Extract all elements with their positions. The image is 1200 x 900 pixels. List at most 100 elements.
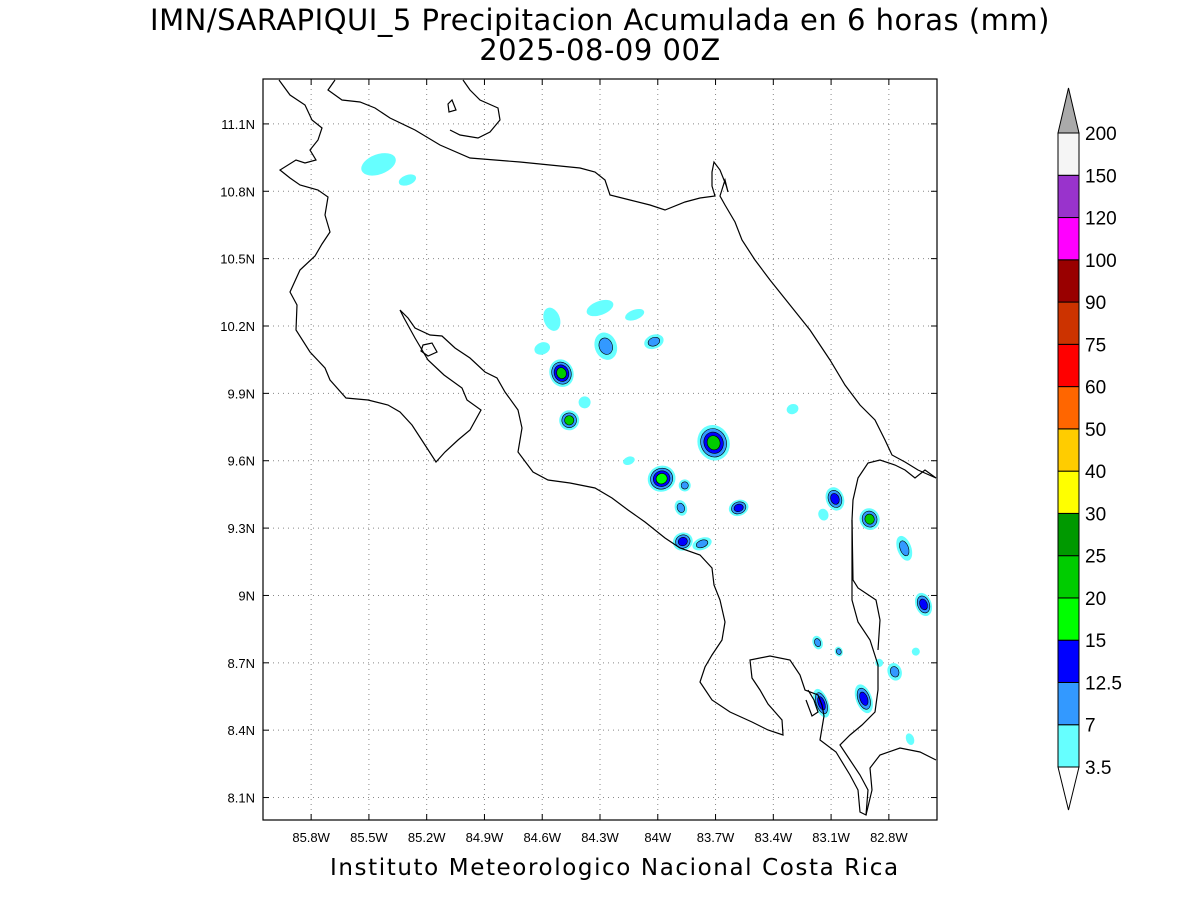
precip-contour bbox=[598, 337, 613, 355]
colorbar-label: 50 bbox=[1085, 420, 1106, 441]
coastline-layer bbox=[278, 79, 937, 816]
precip-contour bbox=[623, 456, 635, 466]
precip-contour bbox=[911, 647, 920, 656]
colorbar-label: 3.5 bbox=[1085, 758, 1111, 779]
colorbar-label: 200 bbox=[1085, 124, 1117, 145]
colorbar-label: 100 bbox=[1085, 251, 1117, 272]
lon-tick-label: 84W bbox=[644, 830, 671, 845]
precipitation-layer bbox=[361, 153, 933, 745]
colorbar-swatch bbox=[1057, 132, 1080, 176]
precip-contour bbox=[625, 308, 645, 321]
map-subtitle-date: 2025-08-09 00Z bbox=[479, 33, 721, 67]
colorbar-label: 25 bbox=[1085, 547, 1106, 568]
lon-tick-label: 84.9W bbox=[466, 830, 504, 845]
colorbar-swatch bbox=[1057, 217, 1080, 261]
colorbar-label: 150 bbox=[1085, 166, 1117, 187]
lon-tick-label: 85.2W bbox=[408, 830, 446, 845]
precip-contour bbox=[733, 503, 744, 513]
north-islet bbox=[447, 98, 457, 113]
precip-contour bbox=[830, 493, 840, 505]
lon-tick-label: 83.7W bbox=[697, 830, 735, 845]
precip-contour bbox=[398, 174, 417, 186]
colorbar-swatch bbox=[1057, 597, 1080, 641]
precip-contour bbox=[676, 502, 685, 513]
precip-contour bbox=[543, 307, 561, 331]
precip-contour bbox=[564, 415, 575, 426]
colorbar-swatch bbox=[1057, 470, 1080, 514]
precip-contour bbox=[361, 153, 396, 176]
institution-credit: Instituto Meteorologico Nacional Costa R… bbox=[330, 855, 900, 881]
precip-contour bbox=[680, 481, 689, 490]
precip-contour bbox=[586, 299, 614, 317]
precip-contour bbox=[814, 638, 822, 647]
axis-ticks: 85.8W 85.5W 85.2W 84.9W 84.6W 84.3W 84W 83.7W 83… bbox=[220, 79, 937, 845]
precip-contour bbox=[836, 648, 842, 655]
lat-tick-label: 9N bbox=[238, 588, 255, 603]
lat-tick-label: 10.8N bbox=[220, 184, 255, 199]
precip-contour bbox=[905, 733, 915, 745]
lon-tick-label: 84.3W bbox=[581, 830, 619, 845]
precip-contour bbox=[556, 367, 567, 379]
lat-tick-label: 11.1N bbox=[221, 117, 255, 132]
lake-shore bbox=[449, 79, 501, 139]
lon-tick-label: 83.1W bbox=[812, 830, 850, 845]
precip-contour bbox=[578, 396, 591, 409]
colorbar-swatch bbox=[1057, 428, 1080, 472]
colorbar-swatch bbox=[1057, 259, 1080, 303]
colorbar-label: 90 bbox=[1085, 293, 1106, 314]
colorbar-swatch bbox=[1057, 174, 1080, 219]
colorbar-swatch bbox=[1057, 512, 1080, 557]
lat-tick-label: 8.1N bbox=[228, 791, 255, 806]
colorbar-label: 60 bbox=[1085, 378, 1106, 399]
lon-tick-label: 85.8W bbox=[292, 830, 330, 845]
colorbar-over-arrow bbox=[1057, 87, 1080, 134]
lon-tick-label: 83.4W bbox=[755, 830, 793, 845]
precip-contour bbox=[677, 537, 688, 547]
precip-contour bbox=[889, 666, 900, 678]
caribbean-coastline bbox=[327, 79, 937, 479]
colorbar-label: 30 bbox=[1085, 504, 1106, 525]
map-title: IMN/SARAPIQUI_5 Precipitacion Acumulada … bbox=[150, 3, 1050, 37]
colorbar-swatch bbox=[1057, 386, 1080, 430]
colorbar-swatch bbox=[1057, 639, 1080, 683]
precip-contour bbox=[919, 598, 928, 611]
colorbar-label: 20 bbox=[1085, 589, 1106, 610]
precip-contour bbox=[534, 342, 551, 355]
precip-contour bbox=[899, 540, 910, 557]
colorbar-under-arrow bbox=[1057, 766, 1080, 811]
colorbar-label: 40 bbox=[1085, 462, 1106, 483]
colorbar: 3.5 7 12.5 15 20 25 30 40 50 60 75 90 100 120 150 200 bbox=[1057, 87, 1122, 811]
lat-tick-label: 8.7N bbox=[228, 656, 255, 671]
colorbar-label: 75 bbox=[1085, 335, 1106, 356]
colorbar-label: 12.5 bbox=[1085, 673, 1122, 694]
coastal-inlet bbox=[805, 689, 819, 717]
colorbar-label: 15 bbox=[1085, 631, 1106, 652]
precip-contour bbox=[786, 403, 799, 415]
precip-contour bbox=[647, 336, 661, 347]
colorbar-swatch bbox=[1057, 301, 1080, 345]
colorbar-swatch bbox=[1057, 555, 1080, 599]
precip-contour bbox=[695, 539, 709, 549]
pacific-coastline bbox=[278, 79, 937, 816]
lat-tick-label: 8.4N bbox=[228, 723, 255, 738]
precip-contour bbox=[706, 435, 721, 451]
peninsula-coastline bbox=[865, 747, 937, 816]
lon-tick-label: 85.5W bbox=[350, 830, 388, 845]
lat-tick-label: 10.2N bbox=[220, 319, 255, 334]
lat-tick-label: 9.3N bbox=[228, 521, 255, 536]
precip-contour bbox=[859, 691, 869, 706]
lon-tick-label: 84.6W bbox=[523, 830, 561, 845]
precip-contour bbox=[864, 513, 875, 525]
colorbar-swatch bbox=[1057, 681, 1080, 726]
panama-border bbox=[851, 519, 881, 651]
colorbar-swatch bbox=[1057, 724, 1080, 768]
lat-tick-label: 9.6N bbox=[228, 454, 255, 469]
gulf-island bbox=[420, 342, 438, 357]
colorbar-swatch bbox=[1057, 343, 1080, 388]
colorbar-label: 120 bbox=[1085, 209, 1117, 230]
lat-tick-label: 9.9N bbox=[228, 386, 255, 401]
precip-contour bbox=[818, 508, 829, 521]
precip-contour bbox=[655, 473, 668, 485]
lat-tick-label: 10.5N bbox=[220, 252, 255, 267]
